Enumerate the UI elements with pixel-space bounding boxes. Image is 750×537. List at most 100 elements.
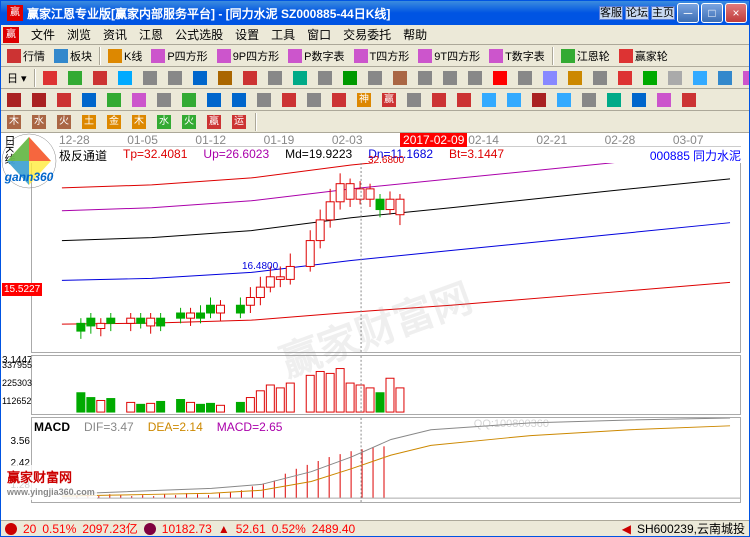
tb2-0[interactable] — [39, 68, 63, 88]
tb2-23[interactable] — [614, 68, 638, 88]
tb3-5[interactable] — [128, 90, 152, 110]
titlebar-btn-论坛[interactable]: 论坛 — [625, 6, 649, 20]
tb2-3[interactable] — [114, 68, 138, 88]
tb2-21[interactable] — [564, 68, 588, 88]
tb3-11[interactable] — [278, 90, 302, 110]
tb-9P四方形[interactable]: 9P四方形 — [213, 46, 283, 66]
tb2-10[interactable] — [289, 68, 313, 88]
tb3-9[interactable] — [228, 90, 252, 110]
kline-chart[interactable]: 15.52273.1447 32.6800 16.4800 — [31, 163, 741, 353]
volume-chart[interactable]: 337955225303112652 — [31, 355, 741, 415]
tb3-20[interactable] — [503, 90, 527, 110]
tb4-4[interactable]: 金 — [103, 112, 127, 132]
tb2-22[interactable] — [589, 68, 613, 88]
menu-帮助[interactable]: 帮助 — [397, 26, 433, 43]
maximize-button[interactable]: □ — [701, 3, 723, 23]
tb3-2[interactable] — [53, 90, 77, 110]
tb2-15[interactable] — [414, 68, 438, 88]
tb3-0[interactable] — [3, 90, 27, 110]
tb2-11[interactable] — [314, 68, 338, 88]
tb2-7[interactable] — [214, 68, 238, 88]
tb2-4[interactable] — [139, 68, 163, 88]
titlebar-btn-主页[interactable]: 主页 — [651, 6, 675, 20]
tb3-24[interactable] — [603, 90, 627, 110]
tb2-6[interactable] — [189, 68, 213, 88]
tb2-8[interactable] — [239, 68, 263, 88]
menu-文件[interactable]: 文件 — [25, 26, 61, 43]
tb3-25[interactable] — [628, 90, 652, 110]
tb3-4[interactable] — [103, 90, 127, 110]
tb4-3[interactable]: 土 — [78, 112, 102, 132]
tb3-23[interactable] — [578, 90, 602, 110]
tb-P四方形[interactable]: P四方形 — [147, 46, 211, 66]
tb3-15[interactable]: 赢 — [378, 90, 402, 110]
menu-浏览[interactable]: 浏览 — [61, 26, 97, 43]
tb2-28[interactable] — [739, 68, 749, 88]
tb4-0[interactable]: 木 — [3, 112, 27, 132]
tb2-13[interactable] — [364, 68, 388, 88]
tb3-12[interactable] — [303, 90, 327, 110]
tb2-16[interactable] — [439, 68, 463, 88]
tb3-6[interactable] — [153, 90, 177, 110]
menu-设置[interactable]: 设置 — [229, 26, 265, 43]
tb3-17[interactable] — [428, 90, 452, 110]
tb2-2[interactable] — [89, 68, 113, 88]
tb2-9[interactable] — [264, 68, 288, 88]
tb2-25[interactable] — [664, 68, 688, 88]
tb-行情[interactable]: 行情 — [3, 46, 49, 66]
tb3-16[interactable] — [403, 90, 427, 110]
tb4-8[interactable]: 蠃 — [203, 112, 227, 132]
tb3-13[interactable] — [328, 90, 352, 110]
tb-T四方形[interactable]: T四方形 — [350, 46, 414, 66]
tb2-17[interactable] — [464, 68, 488, 88]
tb3-1[interactable] — [28, 90, 52, 110]
tb3-21[interactable] — [528, 90, 552, 110]
tb-K线[interactable]: K线 — [104, 46, 146, 66]
tb-板块[interactable]: 板块 — [50, 46, 96, 66]
tb4-5[interactable]: 木 — [128, 112, 152, 132]
tb3-18[interactable] — [453, 90, 477, 110]
tb3-7[interactable] — [178, 90, 202, 110]
tb-T数字表[interactable]: T数字表 — [485, 46, 549, 66]
tb4-7[interactable]: 火 — [178, 112, 202, 132]
tb2-5[interactable] — [164, 68, 188, 88]
tb3-27[interactable] — [678, 90, 702, 110]
tb4-1[interactable]: 水 — [28, 112, 52, 132]
menu-工具[interactable]: 工具 — [265, 26, 301, 43]
close-button[interactable]: × — [725, 3, 747, 23]
menu-窗口[interactable]: 窗口 — [301, 26, 337, 43]
toolbar-3: 神赢 — [1, 89, 749, 111]
tb2-26[interactable] — [689, 68, 713, 88]
tb3-19[interactable] — [478, 90, 502, 110]
tb2-12[interactable] — [339, 68, 363, 88]
tb2-27[interactable] — [714, 68, 738, 88]
tb4-2[interactable]: 火 — [53, 112, 77, 132]
tb-9T四方形[interactable]: 9T四方形 — [414, 46, 484, 66]
tb3-26[interactable] — [653, 90, 677, 110]
tb2-24[interactable] — [639, 68, 663, 88]
tb-P数字表[interactable]: P数字表 — [284, 46, 348, 66]
tb3-3[interactable] — [78, 90, 102, 110]
tb4-9[interactable]: 运 — [228, 112, 252, 132]
tb-江恩轮[interactable]: 江恩轮 — [557, 46, 614, 66]
tb4-6[interactable]: 水 — [153, 112, 177, 132]
tb2-20[interactable] — [539, 68, 563, 88]
menu-资讯[interactable]: 资讯 — [97, 26, 133, 43]
macd-chart[interactable]: MACDDIF=3.47DEA=2.14MACD=2.65 3.562.421.… — [31, 417, 741, 503]
titlebar-btn-客服[interactable]: 客服 — [599, 6, 623, 20]
tb-period[interactable]: 日 ▾ — [3, 68, 31, 88]
tb2-18[interactable] — [489, 68, 513, 88]
minimize-button[interactable]: ─ — [677, 3, 699, 23]
menu-交易委托[interactable]: 交易委托 — [337, 26, 397, 43]
tb3-14[interactable]: 神 — [353, 90, 377, 110]
menu-公式选股[interactable]: 公式选股 — [169, 26, 229, 43]
tb2-14[interactable] — [389, 68, 413, 88]
tb3-10[interactable] — [253, 90, 277, 110]
tb2-1[interactable] — [64, 68, 88, 88]
tb2-19[interactable] — [514, 68, 538, 88]
tb3-8[interactable] — [203, 90, 227, 110]
indicator-value: 极反通道 — [59, 147, 107, 164]
tb-赢家轮[interactable]: 赢家轮 — [615, 46, 672, 66]
menu-江恩[interactable]: 江恩 — [133, 26, 169, 43]
tb3-22[interactable] — [553, 90, 577, 110]
